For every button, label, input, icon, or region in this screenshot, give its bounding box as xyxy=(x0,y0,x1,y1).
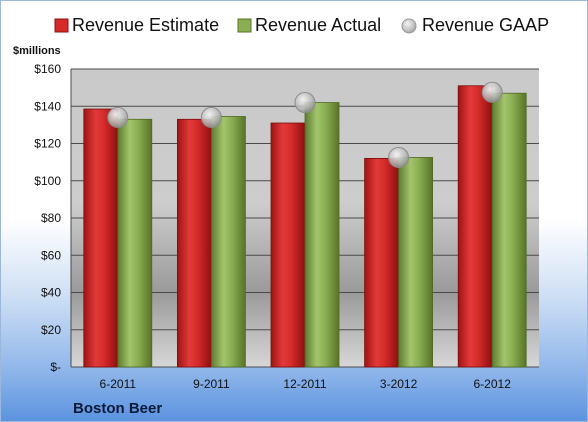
bar-revenue-estimate xyxy=(270,122,306,368)
bar-revenue-actual xyxy=(117,118,153,368)
legend: Revenue Estimate Revenue Actual Revenue … xyxy=(54,15,549,35)
marker-revenue-gaap xyxy=(200,106,222,128)
y-tick-label: $160 xyxy=(34,62,61,76)
x-tick-label: 6-2012 xyxy=(474,377,512,391)
gaap-markers xyxy=(107,81,503,168)
y-axis-ticks: $- $20 $40 $60 $80 $100 $120 $140 $160 xyxy=(34,62,61,374)
y-tick-label: $80 xyxy=(41,211,61,225)
marker-revenue-gaap xyxy=(481,81,503,103)
y-tick-label: $140 xyxy=(34,99,61,113)
bar-revenue-estimate xyxy=(457,85,493,368)
x-tick-label: 9-2011 xyxy=(193,377,230,391)
x-tick-label: 3-2012 xyxy=(380,377,418,391)
x-tick-label: 6-2011 xyxy=(100,377,137,391)
bar-revenue-estimate xyxy=(364,157,400,368)
bar-revenue-actual xyxy=(398,157,434,368)
marker-revenue-gaap xyxy=(388,146,410,168)
bar-revenue-actual xyxy=(210,116,246,368)
legend-label-actual: Revenue Actual xyxy=(255,15,381,35)
bar-revenue-actual xyxy=(304,102,340,368)
y-tick-label: $40 xyxy=(41,286,61,300)
legend-label-gaap: Revenue GAAP xyxy=(422,15,549,35)
y-tick-label: $120 xyxy=(34,137,61,151)
y-axis-label: $millions xyxy=(13,45,61,57)
bars xyxy=(83,85,527,368)
bar-revenue-estimate xyxy=(83,108,119,368)
bar-revenue-estimate xyxy=(176,118,212,368)
marker-revenue-gaap xyxy=(107,106,129,128)
bar-revenue-actual xyxy=(491,92,527,368)
company-name: Boston Beer xyxy=(73,400,162,417)
y-tick-label: $- xyxy=(50,360,61,374)
y-tick-label: $100 xyxy=(34,174,61,188)
legend-swatch-estimate xyxy=(54,18,69,33)
legend-swatch-gaap xyxy=(401,18,417,34)
marker-revenue-gaap xyxy=(294,92,316,114)
x-axis-ticks: 6-2011 9-2011 12-2011 3-2012 6-2012 xyxy=(100,377,512,391)
legend-label-estimate: Revenue Estimate xyxy=(72,15,219,35)
y-tick-label: $60 xyxy=(41,248,61,262)
x-tick-label: 12-2011 xyxy=(283,377,326,391)
y-tick-label: $20 xyxy=(41,323,61,337)
legend-swatch-actual xyxy=(237,18,252,33)
